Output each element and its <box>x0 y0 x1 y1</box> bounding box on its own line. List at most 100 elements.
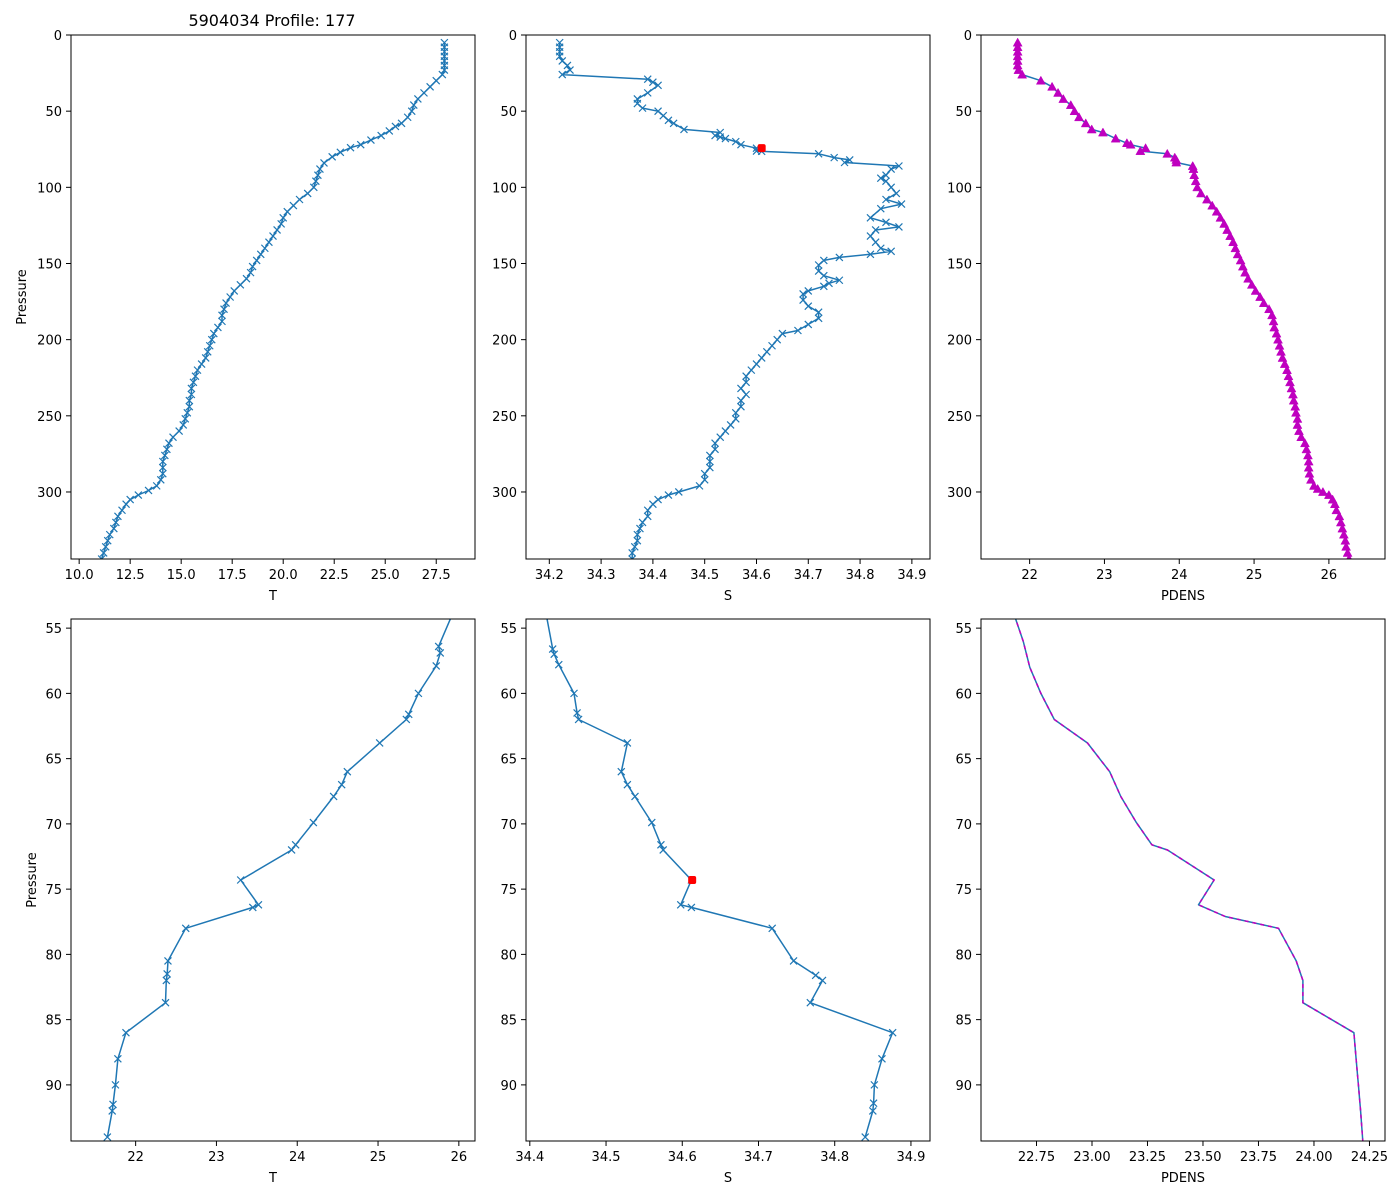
top-temperature-data-point <box>256 250 265 259</box>
top-pdens-data-point <box>1304 468 1315 478</box>
top-salinity-frame <box>525 34 931 560</box>
bottom-temperature-data-point <box>451 605 458 612</box>
top-salinity-ytick-label: 300 <box>492 486 517 501</box>
top-pdens-data-point <box>1196 188 1206 198</box>
bottom-salinity-data-point <box>656 840 665 849</box>
top-temperature-data-point <box>101 542 110 551</box>
top-temperature-ytick-label: 100 <box>37 181 62 196</box>
bottom-temperature-data-point <box>432 662 441 670</box>
top-salinity-xtick-label: 34.9 <box>897 568 926 583</box>
bottom-temperature-data-point <box>329 792 338 801</box>
top-salinity-data-point <box>731 408 740 417</box>
top-temperature-data-point <box>134 491 143 499</box>
top-pdens-data-point <box>1140 143 1151 153</box>
bottom-temperature-data-point <box>434 642 443 651</box>
bottom-salinity-xtick-label: 34.7 <box>744 1150 773 1165</box>
top-salinity-data-point <box>845 155 854 164</box>
top-temperature-data-point <box>289 201 298 210</box>
top-salinity-data-point <box>654 81 663 90</box>
top-salinity-data-point <box>882 218 890 227</box>
top-salinity-data-point <box>819 271 828 280</box>
bottom-salinity-data-point <box>623 739 632 747</box>
bottom-salinity-data-point <box>676 900 685 909</box>
bottom-temperature-ytick-label: 55 <box>45 622 62 637</box>
bottom-temperature-ylabel: Pressure <box>25 852 40 908</box>
top-temperature-data-point <box>277 219 286 228</box>
bottom-pdens-xtick-label: 23.75 <box>1240 1150 1277 1165</box>
bottom-temperature-data-point <box>108 1107 117 1115</box>
top-salinity-data-point <box>700 475 709 484</box>
top-salinity-data-point <box>737 384 745 393</box>
top-temperature-data-point <box>273 226 282 234</box>
top-temperature-data-point <box>311 177 320 186</box>
bottom-salinity-data-point <box>574 715 583 724</box>
top-pdens-data-point <box>1013 65 1024 74</box>
bottom-temperature-xtick-label: 24 <box>289 1150 306 1165</box>
top-temperature-xtick-label: 25.0 <box>371 568 400 583</box>
top-salinity-data-point <box>636 524 644 533</box>
top-temperature-data-point <box>175 427 184 435</box>
top-temperature-data-point <box>222 299 230 308</box>
top-salinity-ytick-label: 200 <box>492 334 517 349</box>
bottom-temperature-data-point <box>111 1080 120 1089</box>
bottom-temperature-xtick-label: 25 <box>370 1150 387 1165</box>
top-salinity-data-point <box>566 66 574 74</box>
top-salinity-ytick-label: 50 <box>500 105 517 120</box>
top-pdens-data-point <box>1267 310 1277 320</box>
top-temperature-data-point <box>158 469 167 478</box>
bottom-salinity-highlight-point <box>688 876 697 884</box>
bottom-salinity-ytick-label: 70 <box>500 818 517 833</box>
top-salinity-data-point <box>731 414 740 423</box>
top-temperature-data-point <box>269 232 277 240</box>
bottom-temperature-data-point <box>163 970 172 978</box>
top-pdens-data-point <box>1317 486 1328 496</box>
top-pdens-xlabel: PDENS <box>1161 589 1205 604</box>
bottom-temperature-data-point <box>291 840 300 849</box>
top-pdens-data-point <box>1074 112 1084 122</box>
top-temperature-data-point <box>264 238 273 247</box>
bottom-temperature-frame <box>70 618 476 1142</box>
bottom-pdens-xtick-label: 24.00 <box>1295 1150 1332 1165</box>
top-temperature-ytick-label: 50 <box>45 105 62 120</box>
bottom-temperature-panel: 22 23 24 25 26 55 60 65 70 75 80 85 90 T Pressure <box>25 605 476 1186</box>
top-salinity-plot-area <box>555 38 906 559</box>
bottom-pdens-xtick-label: 23.50 <box>1184 1150 1221 1165</box>
top-pdens-data-point <box>1225 231 1236 240</box>
top-salinity-data-point <box>814 149 823 158</box>
bottom-salinity-data-point <box>818 976 827 985</box>
top-salinity-data-point <box>721 134 730 143</box>
top-temperature-data-point <box>97 555 106 559</box>
top-pdens-data-point <box>1329 499 1340 509</box>
top-pdens-data-point <box>1292 419 1303 429</box>
top-temperature-data-point <box>218 317 226 326</box>
top-salinity-data-point <box>726 421 735 429</box>
bottom-salinity-xtick-label: 34.9 <box>896 1150 925 1165</box>
bottom-salinity-xtick-label: 34.4 <box>515 1150 544 1165</box>
top-pdens-data-point <box>1282 365 1292 374</box>
top-salinity-data-point <box>882 171 890 180</box>
top-salinity-data-point <box>711 439 719 448</box>
top-pdens-data-point <box>1250 285 1261 295</box>
top-salinity-data-point <box>866 232 875 240</box>
top-temperature-data-point <box>158 463 167 472</box>
bottom-pdens-xtick-label: 24.25 <box>1351 1150 1388 1165</box>
top-pdens-frame <box>980 34 1386 560</box>
top-pdens-data-point <box>1222 224 1233 234</box>
top-pdens-xtick-label: 22 <box>1021 568 1038 583</box>
bottom-temperature-data-point <box>161 998 170 1007</box>
top-temperature-panel: 10.0 12.5 15.0 17.5 20.0 22.5 25.0 27.5 0 50 100 15… <box>15 29 476 604</box>
top-salinity-data-point <box>804 286 813 295</box>
top-pdens-ytick-label: 150 <box>947 257 972 272</box>
bottom-temperature-data-point <box>113 1054 122 1063</box>
top-salinity-data-point <box>674 488 683 496</box>
top-salinity-data-point <box>830 153 839 162</box>
bottom-salinity-data-point <box>806 998 815 1007</box>
top-pdens-data-point <box>1192 182 1203 192</box>
top-temperature-data-point <box>122 500 131 509</box>
top-salinity-data-point <box>866 213 875 222</box>
top-pdens-data-point <box>1342 547 1353 557</box>
top-pdens-ytick-label: 0 <box>964 29 972 44</box>
bottom-pdens-xtick-label: 23.25 <box>1129 1150 1166 1165</box>
top-pdens-data-point <box>1232 249 1243 259</box>
bottom-pdens-ytick-label: 80 <box>955 948 972 963</box>
